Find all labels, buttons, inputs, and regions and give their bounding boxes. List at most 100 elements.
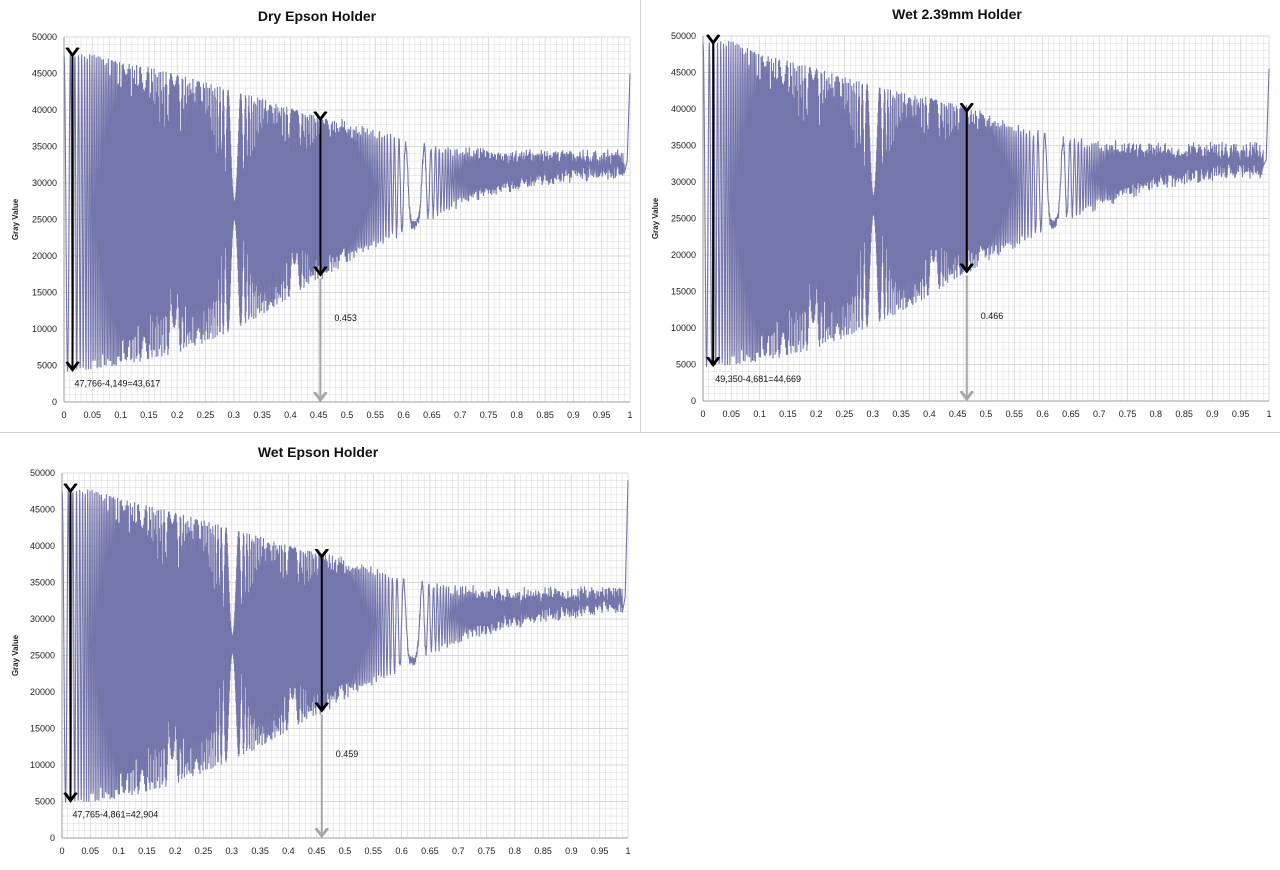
x-tick-label: 0.1 [753, 409, 766, 419]
x-tick-label: 0 [700, 409, 705, 419]
amplitude-label: 47,766-4,149=43,617 [74, 379, 160, 389]
marker-label: 0.466 [981, 311, 1004, 321]
x-tick-label: 0.5 [980, 409, 993, 419]
x-tick-label: 0.05 [82, 846, 100, 856]
chart-wet-epson-holder: 0 0.05 0.1 0.15 0.2 0.25 0.3 0.35 0.4 0.45 0.5 0.55… [0, 433, 640, 865]
x-tick-label: 0.15 [779, 409, 797, 419]
y-tick-label: 5000 [676, 360, 696, 370]
x-tick-label: 0.65 [421, 846, 439, 856]
y-tick-label: 45000 [671, 68, 696, 78]
y-tick-label: 15000 [671, 287, 696, 297]
y-tick-label: 5000 [37, 361, 57, 371]
x-tick-label: 0.7 [454, 410, 467, 420]
marker-label: 0.453 [334, 313, 357, 323]
x-tick-label: 0.1 [114, 410, 127, 420]
chart-title: Wet Epson Holder [258, 444, 379, 460]
x-tick-label: 0.45 [310, 410, 328, 420]
chart-dry-epson-holder: 0 0.05 0.1 0.15 0.2 0.25 0.3 0.35 0.4 0.45 0.5 0.55… [0, 0, 640, 432]
x-tick-label: 0.05 [723, 409, 741, 419]
y-tick-label: 50000 [32, 32, 57, 42]
x-tick-label: 0.75 [478, 846, 496, 856]
y-tick-label: 30000 [671, 177, 696, 187]
y-tick-label: 35000 [32, 142, 57, 152]
y-tick-label: 15000 [32, 288, 57, 298]
x-tick-label: 0.3 [867, 409, 880, 419]
x-tick-label: 0.95 [593, 410, 611, 420]
x-tick-label: 0.7 [1093, 409, 1106, 419]
x-tick-label: 0.15 [140, 410, 158, 420]
x-tick-label: 0.35 [251, 846, 269, 856]
x-tick-label: 0.6 [1036, 409, 1049, 419]
x-tick-label: 1 [625, 846, 630, 856]
x-tick-label: 0.8 [509, 846, 522, 856]
y-axis-label: Gray Value [11, 634, 20, 676]
y-tick-label: 25000 [671, 214, 696, 224]
y-tick-label: 10000 [32, 324, 57, 334]
y-tick-label: 50000 [671, 31, 696, 41]
y-tick-label: 0 [50, 833, 55, 843]
x-tick-label: 0.2 [171, 410, 184, 420]
y-tick-label: 30000 [30, 614, 55, 624]
y-tick-label: 35000 [671, 141, 696, 151]
chart-wet-239mm-holder: 0 0.05 0.1 0.15 0.2 0.25 0.3 0.35 0.4 0.45 0.5 0.55… [640, 0, 1280, 432]
series-line [61, 480, 629, 803]
x-tick-label: 0.4 [282, 846, 295, 856]
y-tick-label: 10000 [30, 760, 55, 770]
chart-svg: 0 0.05 0.1 0.15 0.2 0.25 0.3 0.35 0.4 0.45 0.5 0.55… [11, 444, 631, 856]
x-tick-label: 0.9 [1206, 409, 1219, 419]
x-tick-label: 0.35 [892, 409, 910, 419]
y-tick-label: 45000 [32, 69, 57, 79]
y-tick-label: 35000 [30, 578, 55, 588]
series-line [702, 40, 1270, 367]
x-tick-label: 0.85 [534, 846, 552, 856]
y-tick-label: 10000 [671, 323, 696, 333]
x-tick-label: 0.8 [1150, 409, 1163, 419]
y-tick-label: 5000 [35, 797, 55, 807]
y-axis-label: Gray Value [651, 197, 660, 239]
x-tick-label: 0.9 [565, 846, 578, 856]
x-tick-label: 0.75 [1119, 409, 1137, 419]
y-tick-label: 40000 [32, 105, 57, 115]
marker-label: 0.459 [336, 749, 359, 759]
x-tick-label: 0.2 [169, 846, 182, 856]
x-tick-label: 0.6 [397, 410, 410, 420]
x-tick-label: 0.8 [511, 410, 524, 420]
amplitude-label: 49,350-4,681=44,669 [715, 374, 801, 384]
x-tick-label: 0.05 [84, 410, 102, 420]
x-tick-label: 0.6 [395, 846, 408, 856]
x-tick-label: 0.65 [423, 410, 441, 420]
x-tick-label: 0.85 [1175, 409, 1193, 419]
x-tick-label: 0.3 [226, 846, 239, 856]
x-tick-label: 1 [1266, 409, 1271, 419]
x-tick-label: 0.3 [228, 410, 241, 420]
y-tick-label: 50000 [30, 468, 55, 478]
chart-svg: 0 0.05 0.1 0.15 0.2 0.25 0.3 0.35 0.4 0.45 0.5 0.55… [651, 6, 1272, 419]
y-tick-label: 30000 [32, 178, 57, 188]
x-tick-label: 0.75 [480, 410, 498, 420]
x-tick-label: 0.45 [308, 846, 326, 856]
x-tick-label: 0.15 [138, 846, 156, 856]
y-tick-label: 45000 [30, 505, 55, 515]
y-axis-label: Gray Value [11, 198, 20, 240]
panel-divider-horizontal-right [640, 432, 1280, 433]
x-tick-label: 0.55 [365, 846, 383, 856]
x-tick-label: 0.1 [112, 846, 125, 856]
y-tick-label: 40000 [671, 104, 696, 114]
x-tick-label: 0.85 [536, 410, 554, 420]
x-tick-label: 0.45 [949, 409, 967, 419]
x-tick-label: 0.5 [339, 846, 352, 856]
x-tick-label: 0.9 [567, 410, 580, 420]
panel-divider-vertical [640, 0, 641, 432]
x-tick-label: 0 [59, 846, 64, 856]
x-tick-label: 0 [61, 410, 66, 420]
x-tick-label: 0.4 [284, 410, 297, 420]
x-tick-label: 0.95 [1232, 409, 1250, 419]
y-tick-label: 25000 [32, 215, 57, 225]
x-tick-label: 0.55 [1006, 409, 1024, 419]
y-tick-label: 25000 [30, 651, 55, 661]
x-tick-label: 0.4 [923, 409, 936, 419]
x-tick-label: 0.65 [1062, 409, 1080, 419]
x-tick-label: 0.95 [591, 846, 609, 856]
x-tick-label: 0.25 [197, 410, 215, 420]
x-tick-label: 0.7 [452, 846, 465, 856]
